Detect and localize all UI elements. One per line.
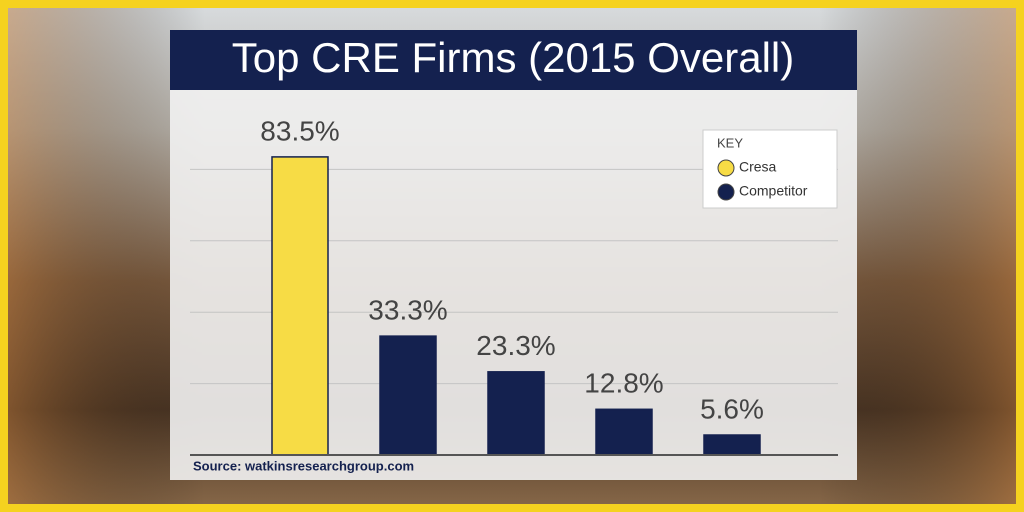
bar [595,408,653,456]
value-label: 83.5% [260,115,339,146]
chart-title: Top CRE Firms (2015 Overall) [232,34,794,81]
bar [379,335,437,456]
bar [271,156,329,456]
bar [487,371,545,456]
legend-title: KEY [717,135,743,150]
source: Source: watkinsresearchgroup.com [193,458,414,473]
legend-label: Cresa [739,159,777,175]
value-label: 5.6% [700,393,764,424]
legend-swatch [717,159,735,177]
legend-swatch [717,183,735,201]
legend-label: Competitor [739,183,808,199]
plot: 83.5% 33.3% 23.3% 12.8% 5.6% KEY Cresa Competit… [190,115,838,456]
value-label: 23.3% [476,330,555,361]
title-bar [170,30,857,90]
value-label: 33.3% [368,295,447,326]
value-label: 12.8% [584,368,663,399]
bar [703,434,761,456]
